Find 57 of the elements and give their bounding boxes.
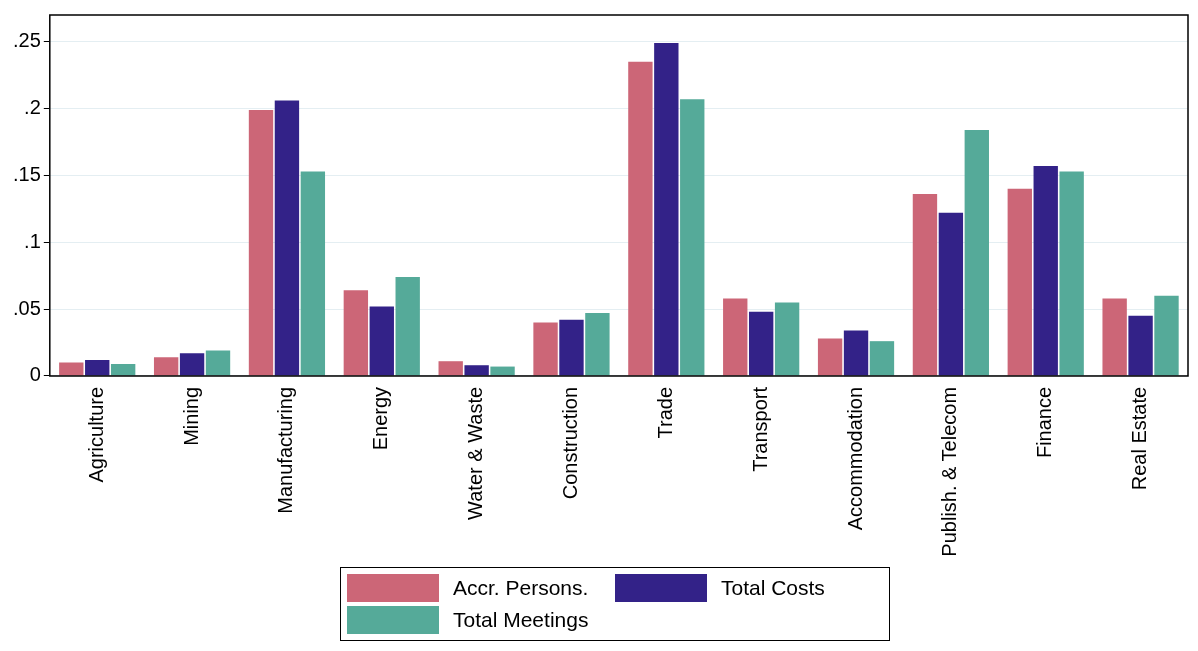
- bar: [748, 311, 774, 376]
- bar: [1128, 315, 1153, 376]
- legend-label: Accr. Persons.: [453, 576, 589, 600]
- bar: [964, 129, 989, 376]
- bar: [59, 362, 84, 376]
- bar: [1154, 295, 1179, 376]
- bar: [628, 61, 653, 376]
- y-tick-label: .2: [24, 96, 41, 119]
- x-tick-label: Energy: [369, 386, 392, 451]
- bar: [438, 361, 463, 376]
- y-tick-label: .15: [12, 162, 41, 185]
- bar: [585, 313, 610, 376]
- y-tick-label: 0: [29, 363, 41, 386]
- y-tick-label: .05: [12, 296, 41, 319]
- bar: [85, 359, 110, 376]
- bar: [490, 366, 515, 376]
- bar: [680, 99, 705, 376]
- bar: [153, 357, 179, 376]
- x-tick-label: Mining: [179, 386, 202, 446]
- bar: [533, 322, 558, 376]
- bar: [817, 338, 843, 376]
- bar: [248, 109, 274, 376]
- bar: [179, 353, 205, 376]
- x-tick-label: Water & Waste: [464, 386, 487, 520]
- x-tick-label: Publish. & Telecom: [938, 386, 961, 557]
- bar: [274, 100, 300, 376]
- x-tick-label: Trade: [653, 386, 676, 439]
- x-tick-label: Agriculture: [84, 386, 107, 483]
- bar: [774, 302, 800, 376]
- x-tick-label: Transport: [748, 386, 771, 472]
- x-tick-label: Real Estate: [1128, 386, 1151, 491]
- x-tick-label: Construction: [558, 386, 581, 500]
- bar: [559, 319, 584, 376]
- bar: [938, 212, 964, 376]
- bar: [1007, 188, 1032, 376]
- y-tick-label: .1: [24, 229, 41, 252]
- bar: [1033, 166, 1058, 376]
- bar: [205, 350, 231, 376]
- bar: [912, 194, 938, 376]
- bar: [300, 171, 326, 376]
- bar: [343, 290, 369, 376]
- legend-label: Total Meetings: [453, 608, 589, 632]
- bar: [723, 298, 748, 376]
- x-tick-label: Accommodation: [843, 386, 866, 531]
- bar: [843, 330, 869, 376]
- bar: [654, 43, 679, 376]
- y-tick-label: .25: [12, 29, 41, 52]
- bar: [1059, 171, 1084, 376]
- x-tick-label: Finance: [1033, 386, 1056, 459]
- bar: [369, 306, 394, 376]
- bar: [1102, 298, 1127, 376]
- bar: [869, 341, 895, 376]
- x-tick-label: Manufacturing: [274, 386, 297, 514]
- bar: [110, 363, 136, 376]
- bar: [395, 277, 420, 376]
- legend-label: Total Costs: [721, 576, 825, 600]
- bar: [464, 365, 489, 376]
